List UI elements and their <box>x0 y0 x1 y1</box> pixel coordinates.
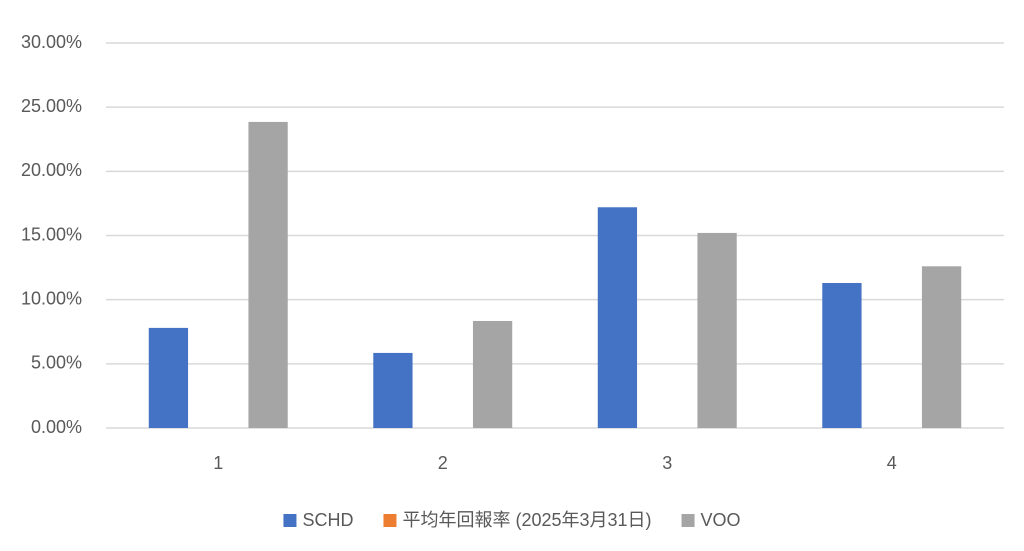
x-tick-label: 1 <box>213 453 223 473</box>
y-tick-label: 25.00% <box>21 96 82 116</box>
bar <box>921 266 962 428</box>
legend-label: VOO <box>701 510 741 530</box>
bar <box>697 232 737 428</box>
x-tick-label: 4 <box>887 453 897 473</box>
legend-swatch <box>383 514 397 527</box>
bar <box>373 352 413 428</box>
y-tick-label: 10.00% <box>21 288 82 308</box>
legend-swatch <box>283 514 297 527</box>
y-tick-label: 30.00% <box>21 32 82 52</box>
bar <box>597 207 638 428</box>
y-tick-label: 5.00% <box>31 353 82 373</box>
legend-label: 平均年回報率 (2025年3月31日) <box>402 510 651 530</box>
y-tick-label: 15.00% <box>21 224 82 244</box>
y-tick-label: 0.00% <box>31 417 82 437</box>
bar <box>148 327 189 428</box>
x-tick-label: 3 <box>662 453 672 473</box>
bar <box>822 282 862 428</box>
legend-swatch <box>681 514 695 527</box>
bar <box>472 320 513 428</box>
bar <box>248 121 288 429</box>
x-tick-label: 2 <box>438 453 448 473</box>
y-tick-label: 20.00% <box>21 160 82 180</box>
legend-label: SCHD <box>302 510 353 530</box>
